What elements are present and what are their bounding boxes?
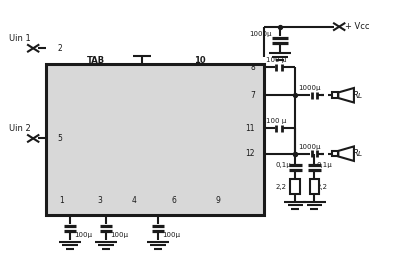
Text: 3: 3 — [98, 196, 102, 205]
Text: 2,2: 2,2 — [316, 184, 328, 190]
Text: 0,1μ: 0,1μ — [276, 162, 292, 168]
Text: 9: 9 — [216, 196, 220, 205]
Text: 12: 12 — [246, 149, 255, 158]
Polygon shape — [338, 146, 354, 161]
Bar — [332, 151, 338, 156]
Text: 0,1μ: 0,1μ — [316, 162, 332, 168]
Bar — [332, 92, 338, 98]
Text: 100μ: 100μ — [162, 232, 180, 238]
Text: 4: 4 — [132, 196, 136, 205]
Text: Uin 1: Uin 1 — [9, 34, 30, 43]
Bar — [310, 179, 319, 194]
Text: 7: 7 — [250, 91, 255, 100]
Text: 2: 2 — [57, 44, 62, 53]
Text: 1: 1 — [60, 196, 64, 205]
Text: 5: 5 — [57, 134, 62, 143]
Text: 8: 8 — [250, 63, 255, 72]
Text: 1000μ: 1000μ — [298, 144, 321, 150]
Polygon shape — [338, 88, 354, 103]
Bar — [46, 64, 264, 215]
Text: 6: 6 — [172, 196, 176, 205]
Text: TAB: TAB — [87, 56, 105, 66]
Text: Rʟ: Rʟ — [353, 91, 363, 100]
Text: + Vcc: + Vcc — [345, 22, 370, 31]
Text: 11: 11 — [246, 124, 255, 133]
Text: 100μ: 100μ — [74, 232, 92, 238]
Text: Uin 2: Uin 2 — [9, 124, 30, 133]
Text: 100μ: 100μ — [110, 232, 128, 238]
Bar — [290, 179, 300, 194]
Text: 2,2: 2,2 — [276, 184, 287, 190]
Text: 100 μ: 100 μ — [266, 118, 286, 124]
Text: 1000μ: 1000μ — [249, 31, 271, 37]
Text: 10: 10 — [194, 56, 206, 66]
Text: Rʟ: Rʟ — [353, 149, 363, 158]
Text: 1000μ: 1000μ — [298, 85, 321, 91]
Text: 100 μ: 100 μ — [266, 57, 286, 63]
